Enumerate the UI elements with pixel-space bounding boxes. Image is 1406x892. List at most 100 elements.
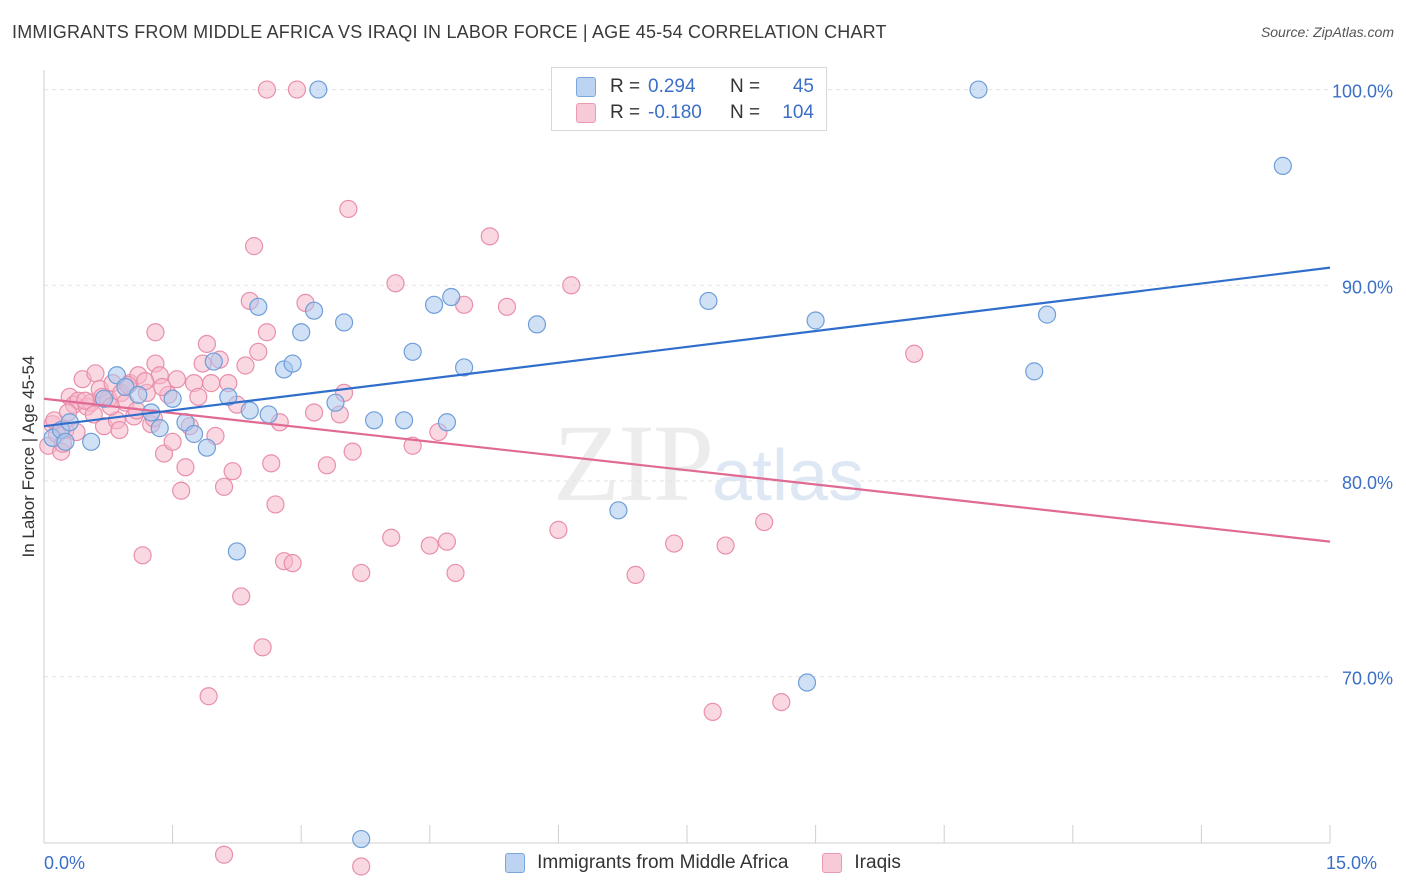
point-iraqis <box>497 297 517 316</box>
chart-source: Source: ZipAtlas.com <box>1260 24 1394 40</box>
point-iraqis <box>755 512 774 532</box>
y-tick-label: 90.0% <box>1342 277 1393 297</box>
point-middle-africa <box>184 424 204 444</box>
point-iraqis <box>382 528 401 547</box>
n-label: N = <box>730 76 761 97</box>
point-middle-africa <box>403 342 422 361</box>
point-iraqis <box>352 563 371 583</box>
point-middle-africa <box>1037 305 1057 324</box>
point-iraqis <box>262 454 281 473</box>
point-iraqis <box>420 536 439 555</box>
point-middle-africa <box>150 419 169 438</box>
point-iraqis <box>386 274 405 293</box>
point-middle-africa <box>326 393 345 412</box>
point-middle-africa <box>527 315 547 334</box>
point-iraqis <box>480 227 499 246</box>
legend-item-middle-africa: Immigrants from Middle Africa <box>505 852 788 874</box>
series-legend: Immigrants from Middle Africa Iraqis <box>0 852 1406 874</box>
point-iraqis <box>202 374 221 393</box>
point-iraqis <box>562 276 581 295</box>
legend-item-iraqis: Iraqis <box>822 852 901 874</box>
trendline-iraqis <box>43 397 1331 543</box>
point-iraqis <box>189 387 208 406</box>
point-iraqis <box>163 432 182 451</box>
point-middle-africa <box>699 291 718 311</box>
point-iraqis <box>703 702 722 721</box>
point-iraqis <box>110 420 129 440</box>
point-iraqis <box>223 462 242 481</box>
point-iraqis <box>343 442 362 461</box>
point-iraqis <box>665 534 684 553</box>
point-middle-africa <box>394 411 414 430</box>
point-iraqis <box>86 364 105 383</box>
point-iraqis <box>772 692 791 712</box>
point-iraqis <box>905 344 924 363</box>
point-iraqis <box>437 532 457 551</box>
point-middle-africa <box>1273 156 1292 175</box>
point-iraqis <box>176 458 195 477</box>
point-iraqis <box>244 237 264 256</box>
legend-label: Immigrants from Middle Africa <box>537 852 789 873</box>
point-iraqis <box>304 403 324 422</box>
point-iraqis <box>153 377 172 397</box>
r-value: 0.294 <box>648 76 696 97</box>
point-middle-africa <box>609 501 628 520</box>
point-iraqis <box>257 323 277 342</box>
r-label: R = <box>610 102 641 123</box>
legend-swatch-blue <box>576 77 596 97</box>
point-middle-africa <box>969 80 988 99</box>
y-tick-label: 70.0% <box>1342 669 1393 689</box>
point-iraqis <box>317 456 337 475</box>
y-tick-label: 100.0% <box>1332 82 1393 102</box>
point-middle-africa <box>283 354 302 373</box>
point-iraqis <box>236 356 255 375</box>
n-label: N = <box>730 102 761 123</box>
legend-swatch-blue <box>505 853 526 873</box>
point-iraqis <box>214 477 234 496</box>
point-middle-africa <box>309 80 328 99</box>
point-middle-africa <box>806 311 825 330</box>
point-iraqis <box>257 80 277 99</box>
point-middle-africa <box>442 287 461 307</box>
point-iraqis <box>232 587 251 606</box>
point-middle-africa <box>437 413 457 432</box>
r-label: R = <box>610 76 641 97</box>
point-middle-africa <box>352 829 371 849</box>
point-middle-africa <box>797 673 817 692</box>
point-middle-africa <box>1025 362 1044 381</box>
watermark: ZIPatlas <box>553 400 864 527</box>
watermark-zip: ZIP <box>553 402 714 524</box>
correlation-legend: R = 0.294 N = 45 R = -0.180 N = 104 <box>551 67 827 131</box>
point-iraqis <box>266 495 285 514</box>
point-middle-africa <box>56 432 75 451</box>
n-value: 45 <box>792 76 814 97</box>
point-iraqis <box>283 554 302 573</box>
point-middle-africa <box>424 295 444 314</box>
legend-swatch-pink <box>822 853 843 873</box>
legend-label: Iraqis <box>854 852 901 873</box>
point-middle-africa <box>249 297 268 316</box>
point-iraqis <box>339 199 358 219</box>
point-iraqis <box>199 687 218 706</box>
legend-swatch-pink <box>576 103 596 123</box>
point-middle-africa <box>259 405 278 424</box>
point-iraqis <box>76 391 95 410</box>
point-middle-africa <box>292 323 311 342</box>
point-iraqis <box>214 845 234 864</box>
point-middle-africa <box>304 301 324 320</box>
point-iraqis <box>352 857 371 876</box>
point-iraqis <box>626 565 645 584</box>
chart-title: IMMIGRANTS FROM MIDDLE AFRICA VS IRAQI I… <box>12 22 887 42</box>
trendline-middle-africa <box>43 266 1331 428</box>
point-middle-africa <box>364 411 384 430</box>
legend-row-middle-africa: R = 0.294 N = 45 <box>576 75 814 99</box>
point-iraqis <box>549 520 568 539</box>
point-iraqis <box>287 80 307 99</box>
point-iraqis <box>167 370 186 389</box>
point-iraqis <box>146 323 165 342</box>
point-middle-africa <box>204 352 223 371</box>
point-middle-africa <box>240 401 259 420</box>
point-iraqis <box>253 638 272 657</box>
y-tick-label: 80.0% <box>1342 473 1393 493</box>
point-middle-africa <box>129 385 148 404</box>
